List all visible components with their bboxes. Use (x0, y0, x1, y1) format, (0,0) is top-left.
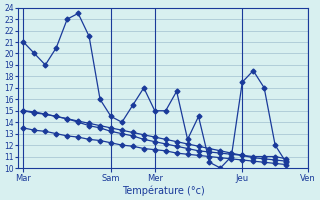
X-axis label: Température (°c): Température (°c) (122, 185, 204, 196)
